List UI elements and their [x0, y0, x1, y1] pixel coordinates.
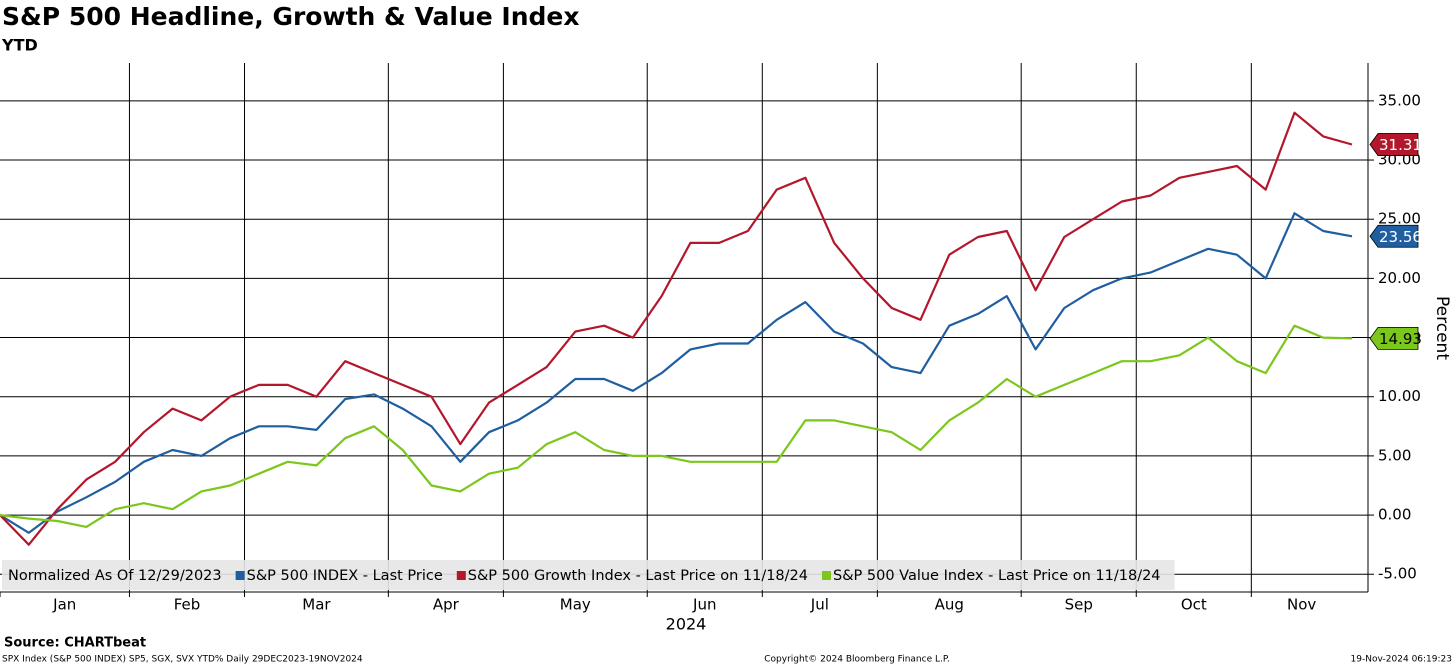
x-tick-label: Jun	[692, 596, 716, 614]
x-tick-label: May	[560, 596, 591, 614]
y-tick-label: 25.00	[1378, 210, 1421, 228]
legend-label: S&P 500 INDEX - Last Price	[247, 568, 443, 584]
last-value-label: 23.56	[1379, 228, 1422, 246]
x-tick-label: Oct	[1181, 596, 1207, 614]
x-tick-label: Apr	[433, 596, 460, 614]
chart-subtitle: YTD	[1, 36, 38, 55]
series-line	[0, 111, 1353, 546]
y-tick-label: 0.00	[1378, 506, 1411, 524]
series-line	[0, 324, 1353, 528]
legend-box	[2, 560, 1175, 590]
x-tick-label: Feb	[174, 596, 201, 614]
footer-right: 19-Nov-2024 06:19:23	[1351, 655, 1452, 665]
last-value-tag	[1369, 224, 1419, 248]
x-tick-label: Nov	[1287, 596, 1316, 614]
source: Source: CHARTbeat	[4, 636, 146, 651]
y-tick-label: 5.00	[1378, 446, 1411, 464]
legend-label: S&P 500 Growth Index - Last Price on 11/…	[468, 568, 808, 584]
y-tick-label: 35.00	[1378, 91, 1421, 109]
x-tick-label: Jan	[52, 596, 76, 614]
last-value-tag	[1369, 326, 1419, 350]
x-tick-label: Aug	[935, 596, 964, 614]
footer-center: Copyright© 2024 Bloomberg Finance L.P.	[764, 655, 949, 665]
legend-swatch	[822, 571, 831, 580]
series-line	[0, 212, 1353, 534]
legend-note: Normalized As Of 12/29/2023	[8, 568, 222, 584]
x-tick-label: Jul	[810, 596, 829, 614]
last-value-label: 14.93	[1379, 330, 1422, 348]
legend-swatch	[456, 571, 466, 580]
x-tick-label: Mar	[302, 596, 331, 614]
y-axis-label: Percent	[1432, 296, 1452, 360]
x-tick-label: Sep	[1065, 596, 1093, 614]
chart-title: S&P 500 Headline, Growth & Value Index	[2, 2, 580, 31]
y-tick-label: -5.00	[1378, 565, 1417, 583]
y-tick-label: 20.00	[1378, 269, 1421, 287]
x-axis-label: 2024	[666, 615, 707, 634]
last-value-tag	[1369, 133, 1419, 156]
legend-swatch	[235, 571, 245, 580]
last-value-label: 31.31	[1379, 136, 1422, 154]
y-tick-label: 10.00	[1378, 387, 1421, 405]
legend-label: S&P 500 Value Index - Last Price on 11/1…	[833, 568, 1161, 584]
footer-left: SPX Index (S&P 500 INDEX) SP5, SGX, SVX …	[2, 655, 363, 665]
